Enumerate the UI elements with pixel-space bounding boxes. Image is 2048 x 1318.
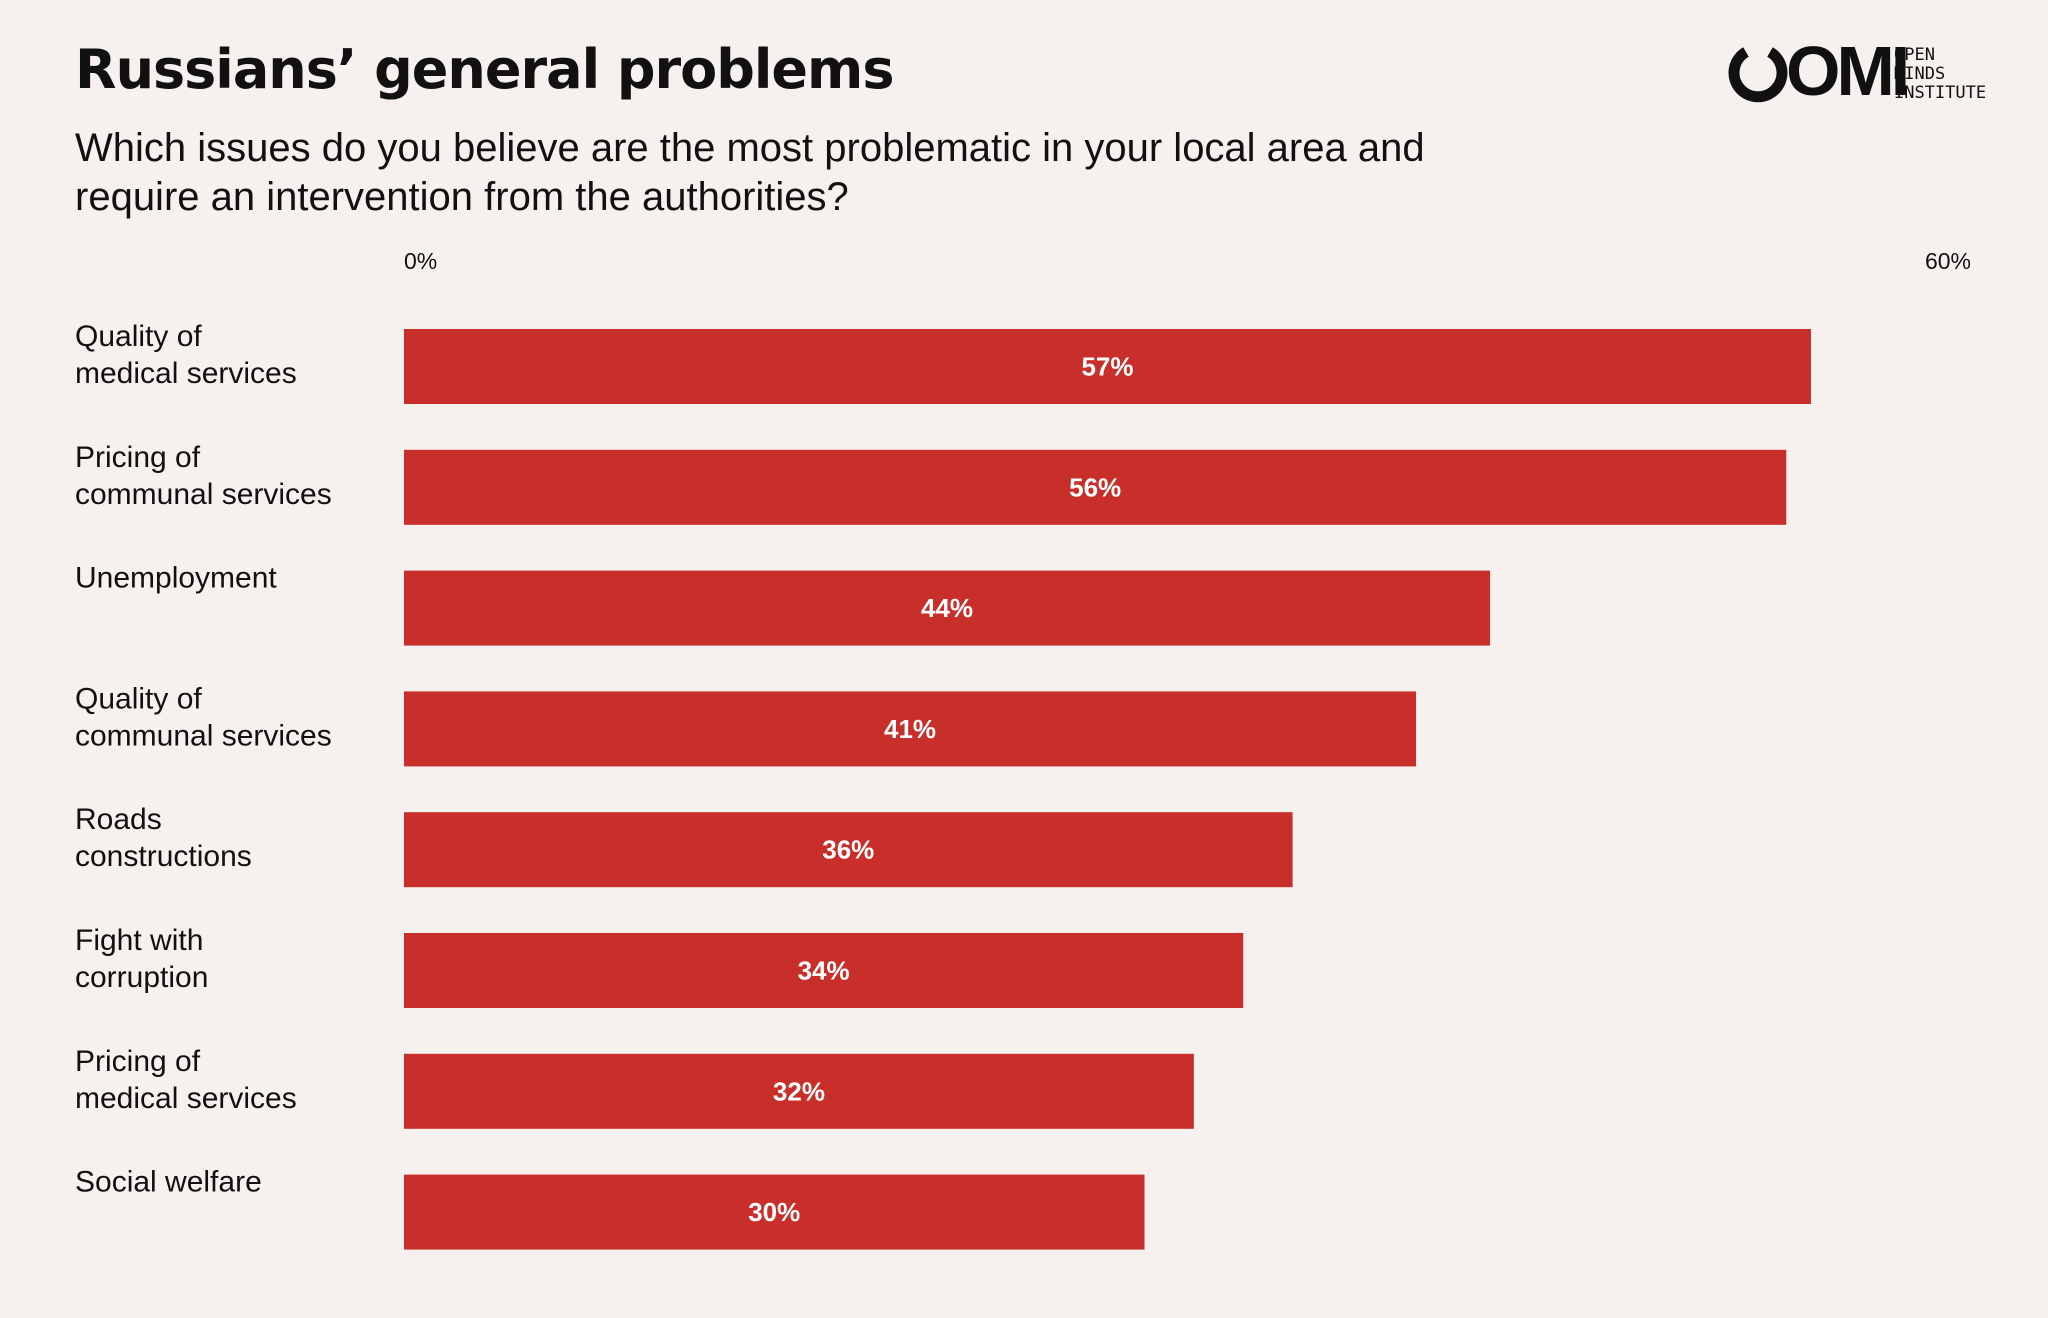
logo-wordmark: OPEN MINDS INSTITUTE [1894,46,2014,103]
axis-tick-label: 0% [404,248,437,274]
category-label: constructions [75,840,252,873]
bar-value-label: 44% [921,593,973,623]
logo-line-1: OPEN [1894,45,1935,65]
category-label: medical services [75,1082,297,1115]
category-label: corruption [75,961,208,994]
category-label: communal services [75,478,332,511]
axis-tick-label: 60% [1925,248,1971,274]
bar [404,570,1491,646]
logo-letters: OMI [1786,32,1910,110]
category-label: Quality of [75,682,202,715]
bar-value-label: 57% [1081,352,1133,382]
omi-logo: OMI OPEN MINDS INSTITUTE [1728,36,2008,106]
logo-line-2: MINDS [1894,64,1946,84]
bar [404,329,1811,404]
bar-value-label: 36% [822,835,874,865]
category-label: Quality of [75,320,202,353]
logo-ring-icon [1728,47,1788,103]
bar-value-label: 32% [773,1076,825,1106]
bar [404,691,1417,767]
chart-title: Russians’ general problems [75,38,894,101]
category-label: Fight with [75,924,203,957]
category-label: Roads [75,803,162,836]
category-label: medical services [75,357,297,390]
logo-line-3: INSTITUTE [1894,83,1987,103]
chart-subtitle: Which issues do you believe are the most… [75,126,1425,219]
bar [404,812,1293,888]
category-label: communal services [75,719,332,752]
bar-value-label: 41% [884,714,936,744]
bar [404,1174,1145,1250]
bar-value-label: 56% [1069,472,1121,502]
category-label: Pricing of [75,1045,201,1078]
category-label: Pricing of [75,441,201,474]
bar-value-label: 34% [798,956,850,986]
category-label: Social welfare [75,1166,262,1199]
bar [404,933,1244,1008]
bar [404,1053,1194,1129]
bar [404,449,1787,525]
bar-value-label: 30% [748,1197,800,1227]
category-label: Unemployment [75,562,277,595]
